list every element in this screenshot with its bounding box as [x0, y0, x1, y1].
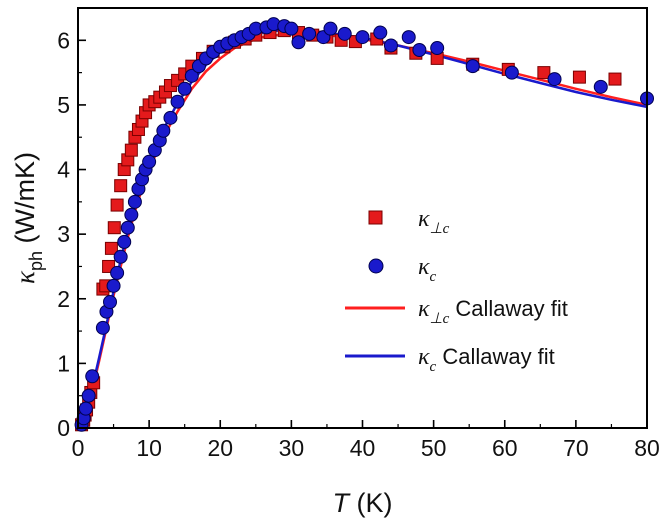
- x-tick-label: 20: [207, 435, 233, 461]
- y-axis-title: κph (W/mK): [10, 152, 46, 284]
- data-point-circle: [401, 30, 416, 45]
- y-tick-label: 0: [57, 415, 70, 441]
- y-tick-label: 4: [57, 157, 70, 183]
- data-point-circle: [383, 38, 398, 53]
- data-point-circle: [177, 81, 192, 96]
- data-point-circle: [120, 220, 135, 235]
- x-tick-label: 30: [279, 435, 305, 461]
- data-point-square: [104, 241, 118, 255]
- data-point-circle: [95, 320, 110, 335]
- x-tick-label: 40: [350, 435, 376, 461]
- data-point-square: [114, 179, 128, 193]
- data-point-circle: [163, 110, 178, 125]
- plot-frame: [77, 7, 648, 429]
- x-tick-label: 70: [563, 435, 589, 461]
- y-tick-label: 5: [57, 92, 70, 118]
- data-point-circle: [170, 94, 185, 109]
- data-point-circle: [465, 59, 480, 74]
- data-point-square: [572, 70, 586, 84]
- data-point-circle: [142, 154, 157, 169]
- data-point-circle: [337, 26, 352, 41]
- y-tick-label: 6: [57, 27, 70, 53]
- x-tick-label: 50: [421, 435, 447, 461]
- data-point-circle: [156, 123, 171, 138]
- data-point-circle: [103, 295, 118, 309]
- y-tick-label: 2: [57, 286, 70, 312]
- y-axis-subscript: ph: [26, 251, 46, 271]
- data-point-square: [124, 143, 138, 157]
- legend-label-1: κc: [418, 254, 437, 285]
- data-point-circle: [113, 249, 128, 264]
- legend-marker-circle: [368, 258, 384, 274]
- y-axis-symbol: κ: [10, 270, 40, 284]
- legend-marker-square: [368, 210, 383, 225]
- tick-labels: 0 10 20 30 40 50 60 70 80 0 1 2 3 4 5 6: [57, 27, 660, 461]
- legend-label-2: κ⊥c Callaway fit: [418, 296, 568, 327]
- data-point-circle: [85, 369, 100, 384]
- data-point-circle: [124, 207, 139, 222]
- x-axis-title: T (K): [333, 488, 393, 518]
- legend: κ⊥c κc κ⊥c Callaway fit κc Callaway fit: [345, 206, 568, 375]
- x-tick-label: 0: [72, 435, 85, 461]
- data-point-circle: [593, 79, 608, 94]
- data-point-circle: [302, 26, 317, 41]
- y-tick-label: 3: [57, 221, 70, 247]
- data-point-circle: [373, 25, 388, 40]
- data-point-square: [110, 198, 124, 212]
- y-axis-unit: (W/mK): [10, 152, 40, 251]
- x-axis-variable: T: [333, 488, 352, 518]
- data-point-circle: [430, 41, 445, 56]
- data-point-circle: [184, 68, 199, 83]
- legend-label-0: κ⊥c: [418, 206, 450, 237]
- data-point-circle: [291, 35, 306, 50]
- data-point-circle: [284, 21, 299, 36]
- x-tick-label: 60: [492, 435, 518, 461]
- x-tick-label: 80: [634, 435, 660, 461]
- data-point-circle: [323, 21, 338, 36]
- data-point-circle: [81, 388, 96, 403]
- data-point-circle: [504, 65, 519, 80]
- data-point-circle: [78, 401, 93, 416]
- data-point-circle: [412, 43, 427, 57]
- data-point-circle: [110, 265, 125, 280]
- data-points: [74, 17, 654, 432]
- y-tick-label: 1: [57, 350, 70, 376]
- data-point-circle: [547, 72, 562, 87]
- x-axis-unit: (K): [349, 488, 393, 518]
- x-tick-label: 10: [136, 435, 162, 461]
- axis-ticks: [77, 39, 648, 429]
- data-point-square: [608, 72, 622, 86]
- data-point-circle: [355, 30, 370, 45]
- data-point-square: [537, 66, 551, 80]
- legend-label-3: κc Callaway fit: [418, 344, 555, 375]
- data-point-circle: [127, 194, 142, 209]
- data-point-square: [107, 221, 121, 235]
- data-point-circle: [106, 278, 121, 293]
- data-point-circle: [117, 234, 132, 249]
